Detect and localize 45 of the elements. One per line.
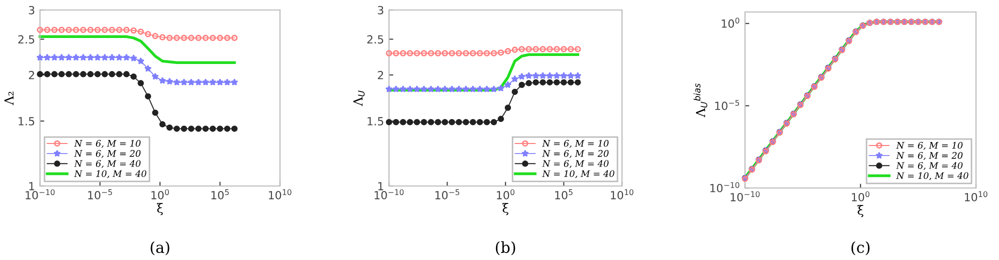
legend-label: N = 6, M = 40 (896, 162, 963, 170)
x-axis-title: ξ (502, 203, 508, 216)
x-axis-title: ξ (157, 203, 163, 216)
y-tick-label: 10$^{−5}$ (715, 100, 740, 110)
legend-label: N = 6, M = 10 (896, 142, 963, 150)
x-tick-label: 10$^{−5}$ (88, 189, 112, 200)
legend-label: N = 10, M = 40 (542, 170, 614, 178)
legend-label: N = 10, M = 40 (896, 172, 968, 180)
legend-label: N = 6, M = 10 (542, 140, 609, 148)
x-tick-label: 10$^{−5}$ (435, 189, 460, 200)
legend-label: N = 6, M = 20 (542, 150, 609, 158)
text: (b) (496, 241, 516, 256)
x-tick-label: 10$^{0}$ (496, 189, 514, 200)
y-axis-title: Λ$_{U}$$^{bias}$ (694, 83, 708, 118)
text: (a) (150, 241, 170, 256)
y-tick-label: 2 (28, 70, 34, 80)
x-tick-label: 10$^{−10}$ (730, 191, 760, 202)
x-tick-label: 10$^{10}$ (268, 189, 292, 200)
legend-label: N = 6, M = 20 (74, 150, 141, 158)
x-axis-title: ξ (858, 205, 864, 218)
y-tick-label: 10$^{−10}$ (710, 182, 740, 192)
x-tick-label: 10$^{10}$ (610, 189, 634, 200)
x-tick-label: 10$^{0}$ (151, 189, 169, 200)
x-tick-label: 10$^{10}$ (964, 191, 988, 202)
y-axis-title: Λ$_{U}$ (353, 90, 365, 106)
legend-label: N = 6, M = 20 (896, 152, 963, 160)
legend-label: N = 6, M = 40 (542, 160, 609, 168)
y-tick-label: 2.5 (18, 35, 34, 44)
x-tick-label: 10$^{0}$ (852, 191, 870, 202)
legend-label: N = 10, M = 40 (74, 170, 146, 178)
y-tick-label: 10$^{0}$ (722, 18, 740, 28)
y-tick-label: 2 (378, 70, 384, 80)
y-tick-label: 3 (378, 6, 384, 14)
y-tick-label: 1 (29, 182, 34, 190)
y-tick-label: 1.5 (18, 117, 34, 126)
x-tick-label: 10$^{5}$ (555, 189, 572, 200)
x-tick-label: 10$^{5}$ (211, 189, 229, 200)
y-axis-title: Λ₂ (4, 92, 14, 106)
y-tick-label: 1.5 (368, 117, 384, 126)
text: (c) (851, 241, 870, 256)
y-tick-label: 2.5 (367, 35, 384, 44)
y-tick-label: 1 (378, 182, 384, 190)
legend-label: N = 6, M = 10 (74, 140, 141, 148)
y-tick-label: 3 (28, 6, 34, 14)
legend-label: N = 6, M = 40 (74, 160, 141, 168)
